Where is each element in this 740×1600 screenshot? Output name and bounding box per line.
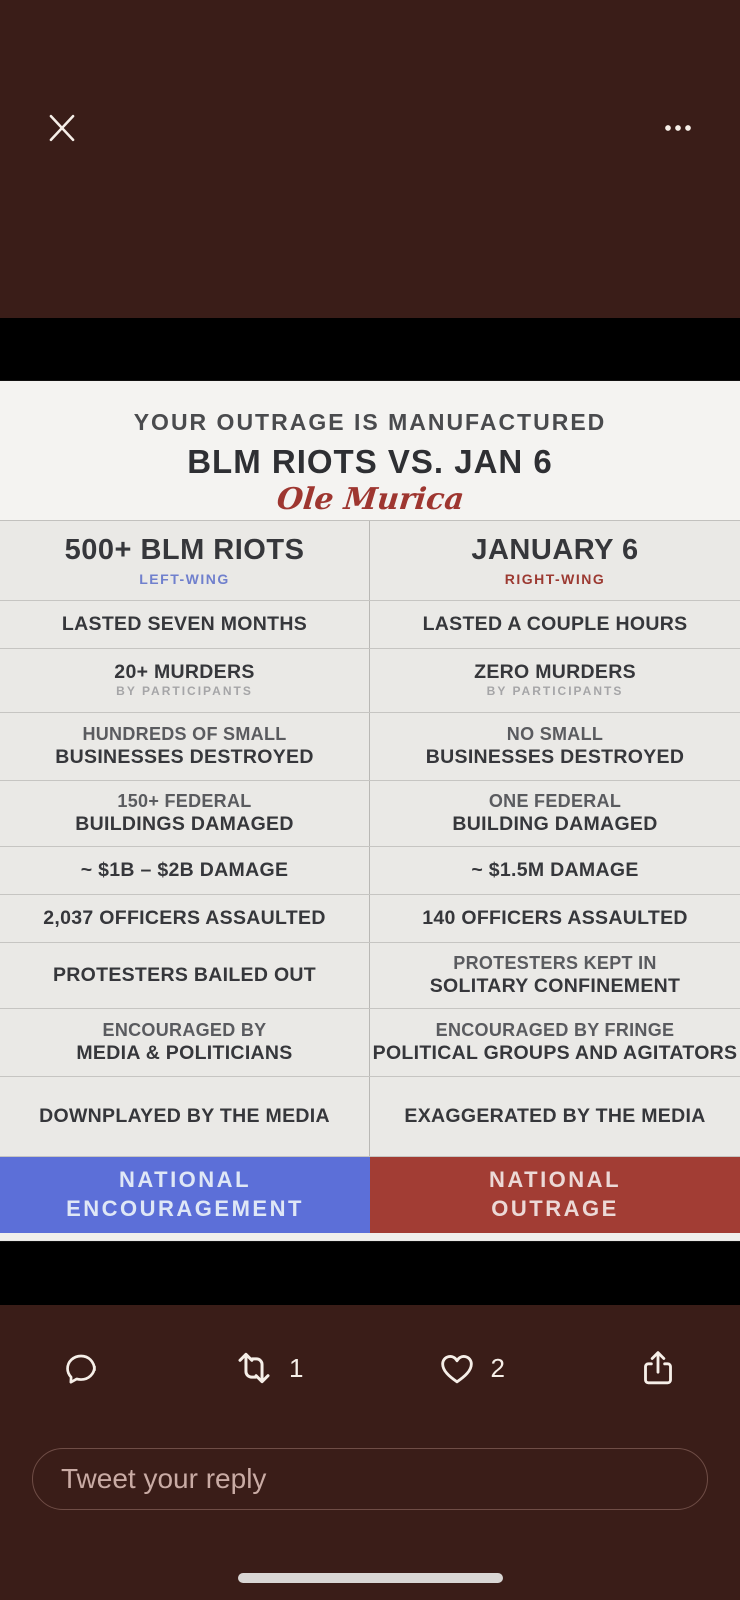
table-cell-left: PROTESTERS BAILED OUT	[0, 943, 370, 1008]
table-cell-left: ENCOURAGED BY MEDIA & POLITICIANS	[0, 1009, 370, 1076]
header-cell-jan6: JANUARY 6 RIGHT-WING	[370, 521, 740, 600]
table-row: ENCOURAGED BY MEDIA & POLITICIANS ENCOURAG…	[0, 1009, 740, 1077]
infographic-subtitle: YOUR OUTRAGE IS MANUFACTURED	[133, 409, 607, 435]
table-cell-line: POLITICAL GROUPS AND AGITATORS	[372, 1041, 738, 1064]
infographic-title: BLM RIOTS VS. JAN 6	[187, 443, 553, 480]
table-cell-right: PROTESTERS KEPT IN SOLITARY CONFINEMENT	[370, 943, 740, 1008]
table-row: HUNDREDS OF SMALL BUSINESSES DESTROYED NO …	[0, 713, 740, 781]
table-cell-line: ONE FEDERAL	[488, 791, 622, 812]
reply-button[interactable]	[62, 1349, 100, 1387]
table-cell-left: 2,037 OFFICERS ASSAULTED	[0, 895, 370, 942]
table-cell-line: SOLITARY CONFINEMENT	[429, 974, 681, 997]
banner-row: NATIONAL ENCOURAGEMENT NATIONAL OUTRAGE	[0, 1157, 740, 1233]
comparison-table: 500+ BLM RIOTS LEFT-WING JANUARY 6 RIGHT…	[0, 520, 740, 1157]
table-cell-line: BY PARTICIPANTS	[486, 684, 624, 699]
tweet-action-bar: 1 2	[0, 1335, 740, 1401]
letterbox-top	[0, 318, 740, 381]
table-row: 150+ FEDERAL BUILDINGS DAMAGED ONE FEDERAL…	[0, 781, 740, 847]
retweet-count: 1	[289, 1352, 304, 1383]
table-cell-line: ZERO MURDERS	[474, 661, 636, 684]
banner-national-encouragement: NATIONAL ENCOURAGEMENT	[0, 1157, 370, 1233]
table-cell-line: BUILDINGS DAMAGED	[75, 812, 294, 835]
table-cell-left: ~ $1B – $2B DAMAGE	[0, 847, 370, 894]
table-cell-line: BUSINESSES DESTROYED	[425, 745, 685, 768]
table-cell-line: MEDIA & POLITICIANS	[76, 1041, 293, 1064]
column-subtitle-left: LEFT-WING	[139, 571, 230, 588]
banner-line: OUTRAGE	[491, 1196, 619, 1221]
table-cell-line: 150+ FEDERAL	[117, 791, 252, 812]
table-row: DOWNPLAYED BY THE MEDIA EXAGGERATED BY TH…	[0, 1077, 740, 1157]
column-title-left: 500+ BLM RIOTS	[64, 533, 305, 566]
table-cell-line: LASTED A COUPLE HOURS	[422, 613, 688, 635]
table-cell-line: 2,037 OFFICERS ASSAULTED	[43, 907, 326, 929]
close-icon	[49, 114, 75, 142]
table-row: 2,037 OFFICERS ASSAULTED 140 OFFICERS ASS…	[0, 895, 740, 943]
reply-input[interactable]: Tweet your reply	[32, 1448, 708, 1510]
table-cell-line: BY PARTICIPANTS	[116, 684, 253, 699]
more-options-icon	[665, 125, 691, 131]
table-cell-left: 150+ FEDERAL BUILDINGS DAMAGED	[0, 781, 370, 846]
table-cell-line: BUSINESSES DESTROYED	[55, 745, 314, 768]
table-cell-line: 20+ MURDERS	[114, 661, 255, 684]
table-cell-right: EXAGGERATED BY THE MEDIA	[370, 1077, 740, 1156]
table-cell-line: PROTESTERS BAILED OUT	[52, 964, 317, 986]
table-row: LASTED SEVEN MONTHS LASTED A COUPLE HOURS	[0, 601, 740, 649]
infographic-watermark: Ole Murica	[274, 482, 466, 517]
column-title-right: JANUARY 6	[471, 533, 639, 566]
table-cell-line: ENCOURAGED BY	[102, 1020, 267, 1041]
table-header-row: 500+ BLM RIOTS LEFT-WING JANUARY 6 RIGHT…	[0, 521, 740, 601]
table-cell-left: 20+ MURDERS BY PARTICIPANTS	[0, 649, 370, 712]
table-cell-line: ~ $1B – $2B DAMAGE	[80, 859, 289, 881]
infographic-title-block: YOUR OUTRAGE IS MANUFACTURED BLM RIOTS V…	[0, 381, 740, 520]
letterbox-bottom	[0, 1241, 740, 1305]
like-icon	[440, 1355, 473, 1384]
more-options-button[interactable]	[654, 104, 702, 152]
table-cell-line: 140 OFFICERS ASSAULTED	[422, 907, 688, 929]
table-cell-line: NO SMALL	[506, 724, 604, 745]
infographic-footer-strip	[0, 1233, 740, 1240]
home-indicator[interactable]	[238, 1573, 503, 1583]
table-cell-left: HUNDREDS OF SMALL BUSINESSES DESTROYED	[0, 713, 370, 780]
table-cell-line: ENCOURAGED BY FRINGE	[435, 1020, 675, 1041]
column-subtitle-right: RIGHT-WING	[504, 571, 606, 588]
table-cell-line: HUNDREDS OF SMALL	[82, 724, 287, 745]
table-cell-right: LASTED A COUPLE HOURS	[370, 601, 740, 648]
table-body: LASTED SEVEN MONTHS LASTED A COUPLE HOURS…	[0, 601, 740, 1157]
table-cell-left: DOWNPLAYED BY THE MEDIA	[0, 1077, 370, 1156]
retweet-icon	[238, 1352, 270, 1384]
banner-line: NATIONAL	[488, 1167, 622, 1193]
tweet-image-infographic[interactable]: YOUR OUTRAGE IS MANUFACTURED BLM RIOTS V…	[0, 381, 740, 1241]
table-row: PROTESTERS BAILED OUT PROTESTERS KEPT IN S…	[0, 943, 740, 1009]
table-cell-line: ~ $1.5M DAMAGE	[471, 859, 639, 881]
banner-national-outrage: NATIONAL OUTRAGE	[370, 1157, 740, 1233]
share-icon	[644, 1351, 672, 1385]
table-cell-line: DOWNPLAYED BY THE MEDIA	[39, 1105, 330, 1127]
retweet-button[interactable]: 1	[233, 1347, 303, 1389]
table-cell-left: LASTED SEVEN MONTHS	[0, 601, 370, 648]
close-button[interactable]	[38, 104, 86, 152]
like-count: 2	[490, 1352, 505, 1383]
table-cell-right: NO SMALL BUSINESSES DESTROYED	[370, 713, 740, 780]
table-row: ~ $1B – $2B DAMAGE ~ $1.5M DAMAGE	[0, 847, 740, 895]
table-cell-right: ENCOURAGED BY FRINGE POLITICAL GROUPS AND…	[370, 1009, 740, 1076]
like-button[interactable]: 2	[437, 1348, 505, 1388]
table-row: 20+ MURDERS BY PARTICIPANTS ZERO MURDERS BY…	[0, 649, 740, 713]
banner-line: ENCOURAGEMENT	[66, 1196, 304, 1221]
table-cell-line: LASTED SEVEN MONTHS	[61, 613, 308, 635]
reply-placeholder: Tweet your reply	[61, 1463, 267, 1494]
header-cell-blm: 500+ BLM RIOTS LEFT-WING	[0, 521, 370, 600]
reply-icon	[66, 1354, 96, 1384]
banner-line: NATIONAL	[118, 1167, 252, 1193]
table-cell-right: ONE FEDERAL BUILDING DAMAGED	[370, 781, 740, 846]
table-cell-line: EXAGGERATED BY THE MEDIA	[404, 1105, 706, 1127]
image-viewer-topbar	[0, 100, 740, 156]
table-cell-line: PROTESTERS KEPT IN	[453, 953, 657, 974]
table-cell-right: ZERO MURDERS BY PARTICIPANTS	[370, 649, 740, 712]
table-cell-right: 140 OFFICERS ASSAULTED	[370, 895, 740, 942]
table-cell-line: BUILDING DAMAGED	[452, 812, 658, 835]
table-cell-right: ~ $1.5M DAMAGE	[370, 847, 740, 894]
share-button[interactable]	[638, 1348, 678, 1388]
